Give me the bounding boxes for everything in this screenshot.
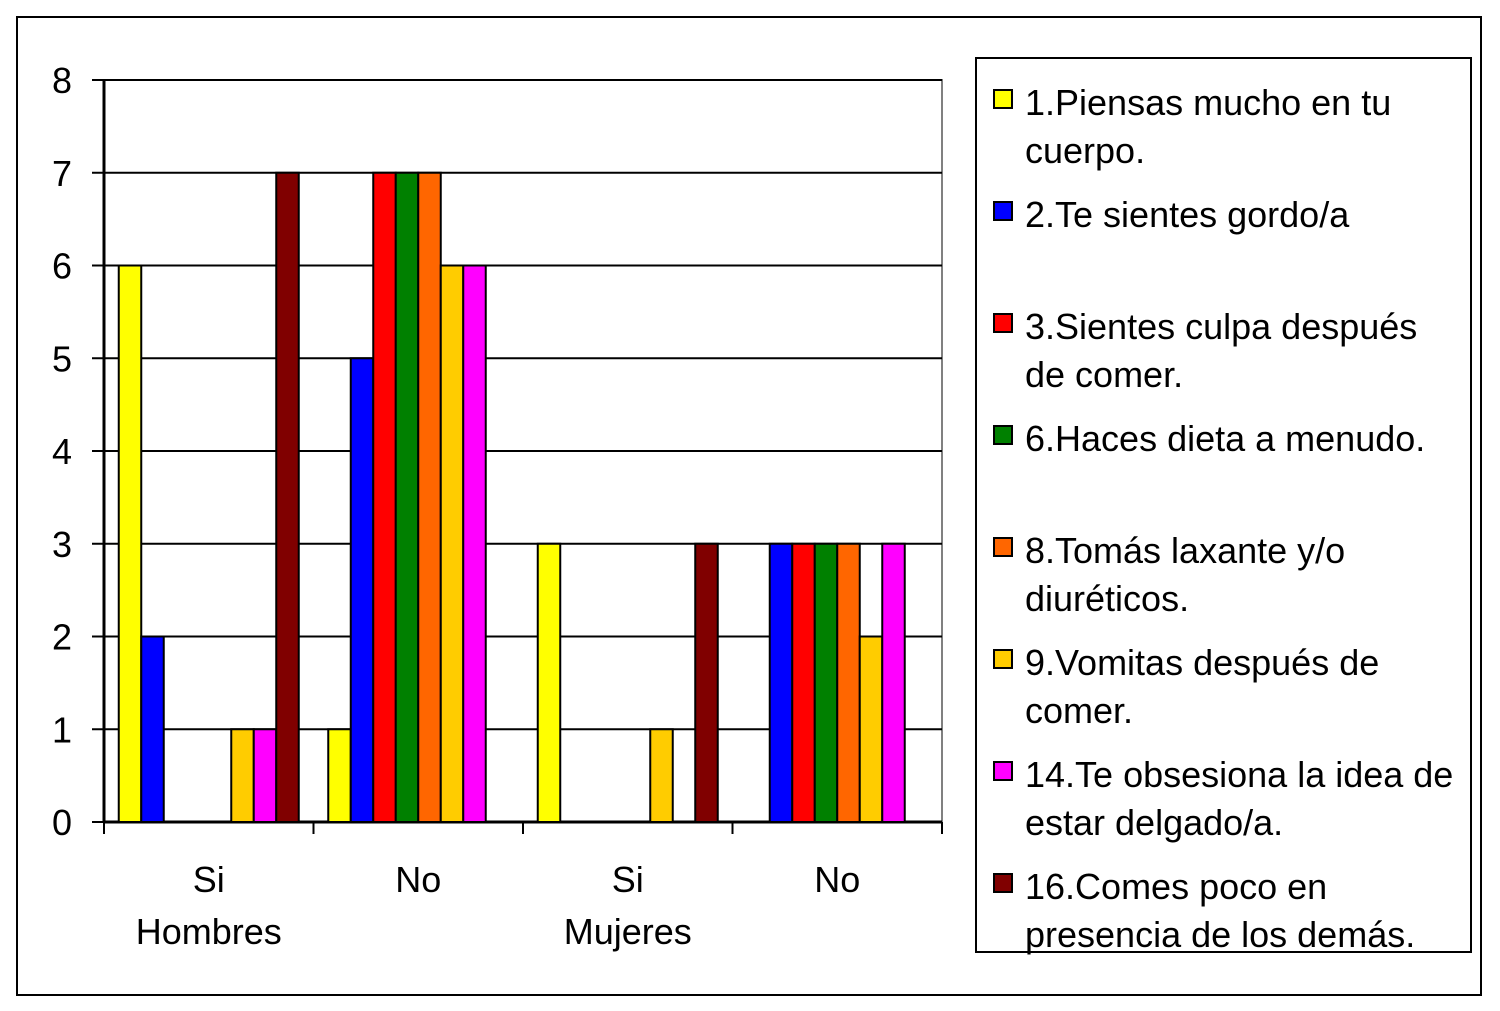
group-label: Mujeres — [564, 911, 692, 952]
bar — [836, 542, 861, 823]
legend-label: 2.Te sientes gordo/a — [1025, 194, 1350, 235]
y-tick-label: 2 — [52, 617, 72, 658]
legend-swatch — [993, 761, 1013, 781]
legend-label: 9.Vomitas después de comer. — [1025, 642, 1380, 731]
legend-swatch — [993, 649, 1013, 669]
legend-label: 6.Haces dieta a menudo. — [1025, 418, 1426, 459]
bar — [394, 171, 420, 823]
bar — [140, 635, 165, 823]
bar — [439, 264, 465, 823]
bar — [275, 171, 300, 823]
legend-label: 16.Comes poco en presencia de los demás. — [1025, 866, 1416, 955]
legend-swatch — [993, 201, 1013, 221]
y-tick-label: 1 — [52, 709, 72, 750]
x-tick-label: No — [814, 859, 860, 900]
legend-swatch — [993, 313, 1013, 333]
bar — [252, 728, 278, 823]
bar — [536, 542, 562, 823]
y-tick-label: 0 — [52, 802, 72, 843]
legend-label: 8.Tomás laxante y/o diuréticos. — [1025, 530, 1346, 619]
bar — [372, 171, 397, 823]
bar — [768, 542, 794, 823]
legend: 1.Piensas mucho en tu cuerpo. 2.Te siente… — [975, 57, 1472, 955]
bar — [791, 542, 816, 823]
bar — [462, 264, 487, 823]
group-label: Hombres — [136, 911, 282, 952]
bar — [858, 635, 884, 823]
bar — [649, 728, 674, 823]
y-tick-label: 7 — [52, 153, 72, 194]
bar — [230, 728, 255, 823]
legend-swatch — [993, 873, 1013, 893]
bar — [417, 171, 442, 823]
bar — [881, 542, 906, 823]
legend-swatch — [993, 89, 1013, 109]
legend-label: 1.Piensas mucho en tu cuerpo. — [1025, 82, 1392, 171]
y-tick-label: 8 — [52, 60, 72, 101]
legend-swatch — [993, 537, 1013, 557]
bar — [813, 542, 839, 823]
legend-label: 3.Sientes culpa después de comer. — [1025, 306, 1418, 395]
bar — [327, 728, 352, 823]
y-tick-label: 6 — [52, 246, 72, 287]
legend-swatch — [993, 425, 1013, 445]
bar — [694, 542, 719, 823]
y-tick-label: 4 — [52, 431, 72, 472]
bar — [349, 357, 375, 823]
legend-label: 14.Te obsesiona la idea de estar delgado… — [1025, 754, 1454, 843]
x-tick-label: Si — [193, 859, 225, 900]
y-tick-label: 3 — [52, 524, 72, 565]
x-tick-label: Si — [612, 859, 644, 900]
x-tick-label: No — [395, 859, 441, 900]
bar — [117, 264, 143, 823]
y-tick-label: 5 — [52, 338, 72, 379]
